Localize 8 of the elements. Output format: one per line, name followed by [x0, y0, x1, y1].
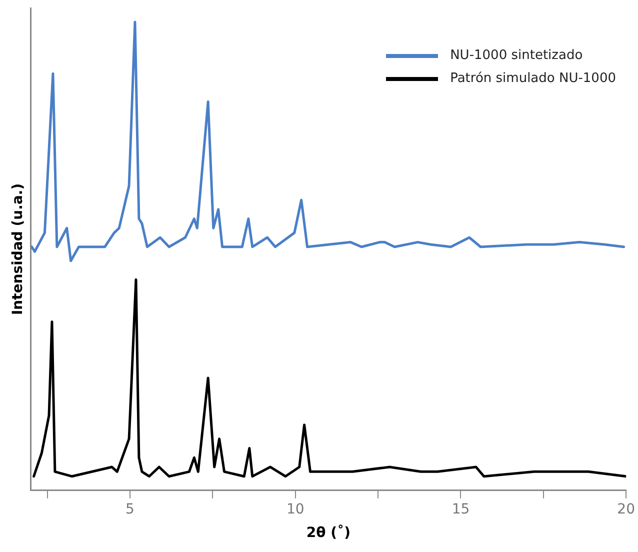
x-tick-label: 10: [286, 501, 304, 518]
x-tick-label: 15: [452, 501, 470, 518]
y-axis-title: Intensidad (u.a.): [10, 183, 26, 316]
legend-label: NU-1000 sintetizado: [450, 48, 583, 63]
x-tick-label: 20: [617, 501, 636, 518]
x-axis-title: 2θ (˚): [306, 524, 350, 542]
legend-label: Patrón simulado NU-1000: [450, 71, 616, 86]
x-tick-label: 5: [126, 501, 134, 518]
